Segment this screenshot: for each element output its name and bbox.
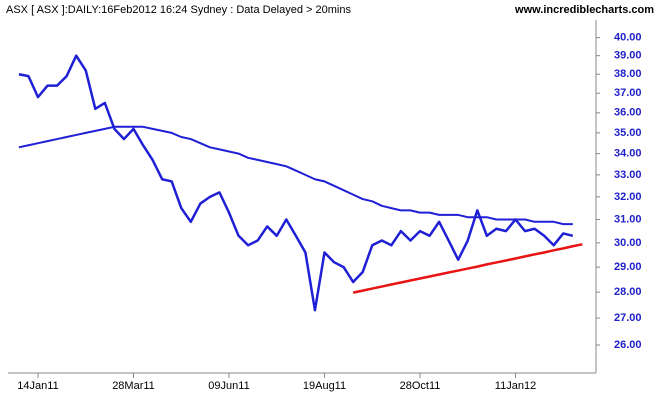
y-tick-label: 38.00: [614, 68, 642, 80]
y-tick-label: 40.00: [614, 32, 642, 44]
y-tick-label: 32.00: [614, 191, 642, 203]
x-tick-label: 19Aug11: [303, 380, 346, 392]
x-tick-label: 28Mar11: [112, 380, 155, 392]
y-tick-label: 34.00: [614, 147, 642, 159]
y-tick-label: 37.00: [614, 87, 642, 99]
y-tick-label: 31.00: [614, 213, 642, 225]
y-tick-label: 33.00: [614, 169, 642, 181]
y-tick-label: 35.00: [614, 127, 642, 139]
source-label: www.incrediblecharts.com: [514, 4, 654, 16]
x-tick-label: 09Jun11: [208, 380, 249, 392]
y-tick-label: 29.00: [614, 261, 642, 273]
y-tick-label: 36.00: [614, 107, 642, 119]
x-tick-label: 14Jan11: [17, 380, 58, 392]
y-tick-label: 28.00: [614, 286, 642, 298]
chart-title: ASX [ ASX ]:DAILY:16Feb2012 16:24 Sydney…: [6, 4, 351, 16]
x-tick-label: 28Oct11: [400, 380, 441, 392]
series-line: [18, 125, 573, 226]
y-tick-label: 39.00: [614, 50, 642, 62]
x-tick-label: 11Jan12: [495, 380, 536, 392]
series-line: [18, 54, 574, 312]
y-tick-label: 30.00: [614, 237, 642, 249]
y-tick-label: 26.00: [614, 339, 642, 351]
y-tick-label: 27.00: [614, 312, 642, 324]
series-line: [352, 243, 583, 294]
